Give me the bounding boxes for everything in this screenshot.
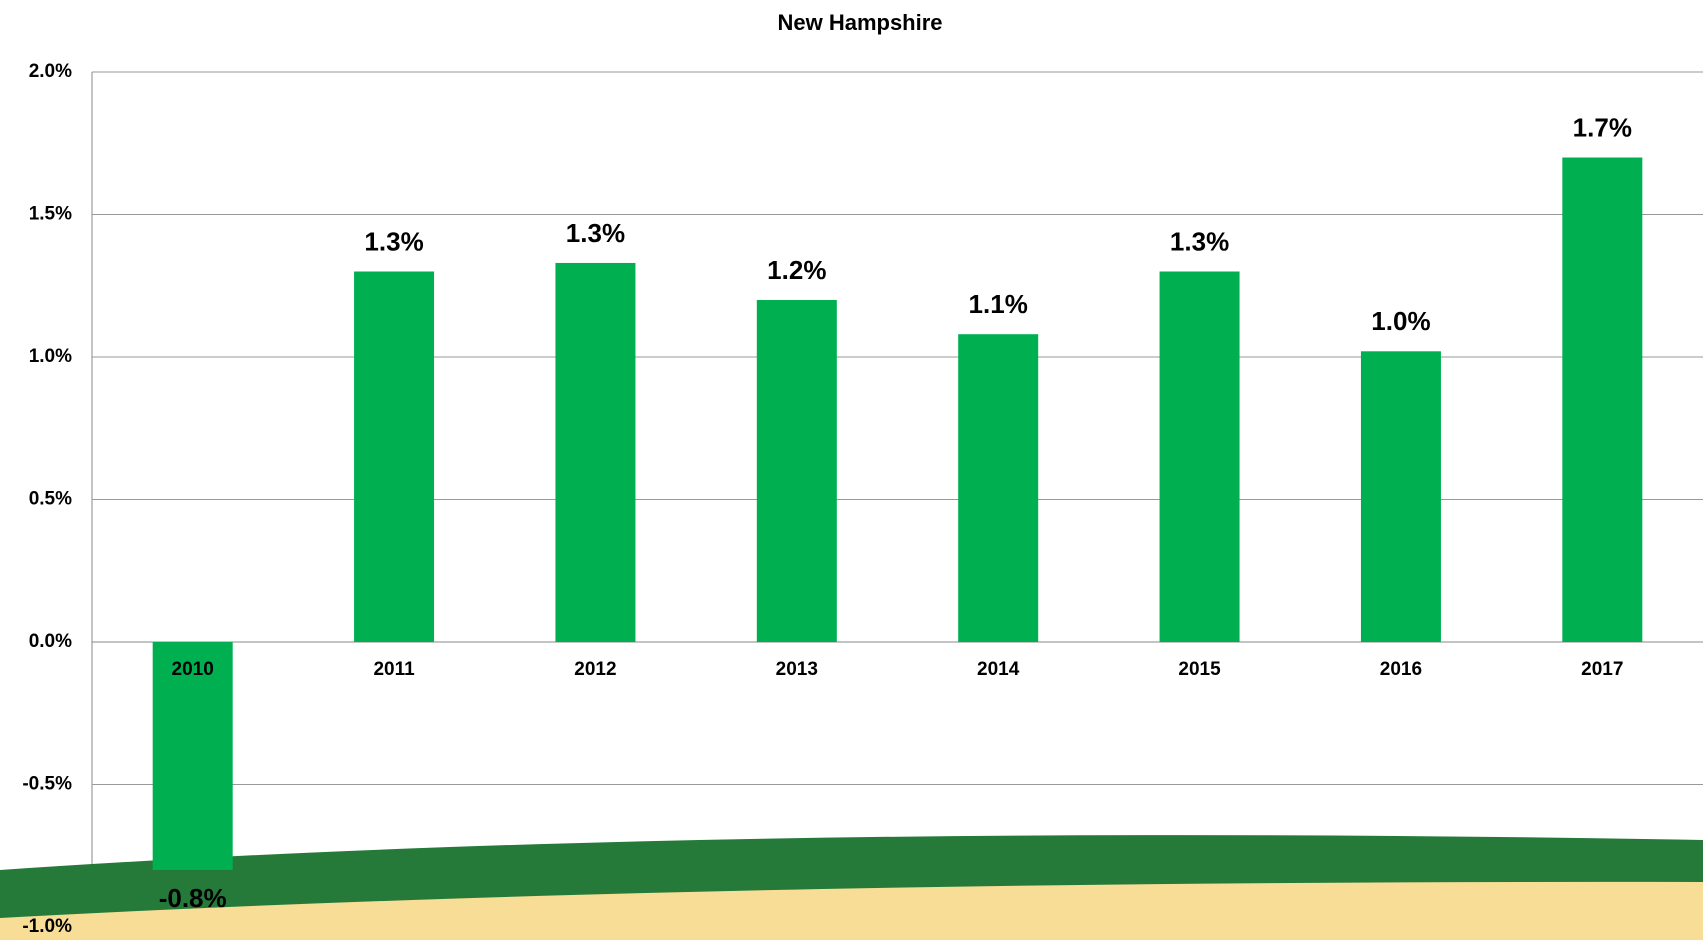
bar bbox=[354, 271, 435, 642]
x-tick-label: 2012 bbox=[574, 659, 616, 680]
value-label: 1.3% bbox=[1170, 226, 1229, 256]
y-tick-label: -1.0% bbox=[22, 916, 72, 937]
value-label: 1.0% bbox=[1371, 306, 1430, 336]
value-label: 1.2% bbox=[767, 255, 826, 285]
bar bbox=[152, 642, 233, 870]
x-tick-label: 2016 bbox=[1380, 659, 1422, 680]
x-tick-label: 2011 bbox=[373, 659, 415, 680]
y-tick-label: 1.0% bbox=[29, 346, 72, 367]
bar bbox=[756, 300, 837, 642]
decor-swoosh bbox=[0, 835, 1703, 918]
bar bbox=[1159, 271, 1240, 642]
value-label: 1.1% bbox=[969, 289, 1028, 319]
y-tick-label: 2.0% bbox=[29, 61, 72, 82]
y-tick-label: -0.5% bbox=[22, 774, 72, 795]
x-tick-label: 2017 bbox=[1581, 659, 1623, 680]
x-tick-label: 2015 bbox=[1178, 659, 1221, 680]
grid-layer bbox=[91, 71, 1703, 928]
value-label: 1.7% bbox=[1573, 112, 1632, 142]
x-tick-label: 2014 bbox=[977, 659, 1020, 680]
bar bbox=[958, 334, 1039, 642]
x-tick-label: 2010 bbox=[172, 659, 214, 680]
value-label: 1.3% bbox=[566, 218, 625, 248]
y-tick-label: 0.5% bbox=[29, 489, 72, 510]
bar bbox=[1360, 351, 1441, 642]
bar bbox=[1562, 157, 1643, 642]
y-tick-label: 0.0% bbox=[29, 631, 72, 652]
value-label: 1.3% bbox=[364, 226, 423, 256]
chart-title: New Hampshire bbox=[777, 10, 942, 35]
y-tick-label: 1.5% bbox=[29, 204, 72, 225]
x-tick-label: 2013 bbox=[776, 659, 818, 680]
bar bbox=[555, 262, 636, 642]
value-label: -0.8% bbox=[159, 883, 227, 913]
